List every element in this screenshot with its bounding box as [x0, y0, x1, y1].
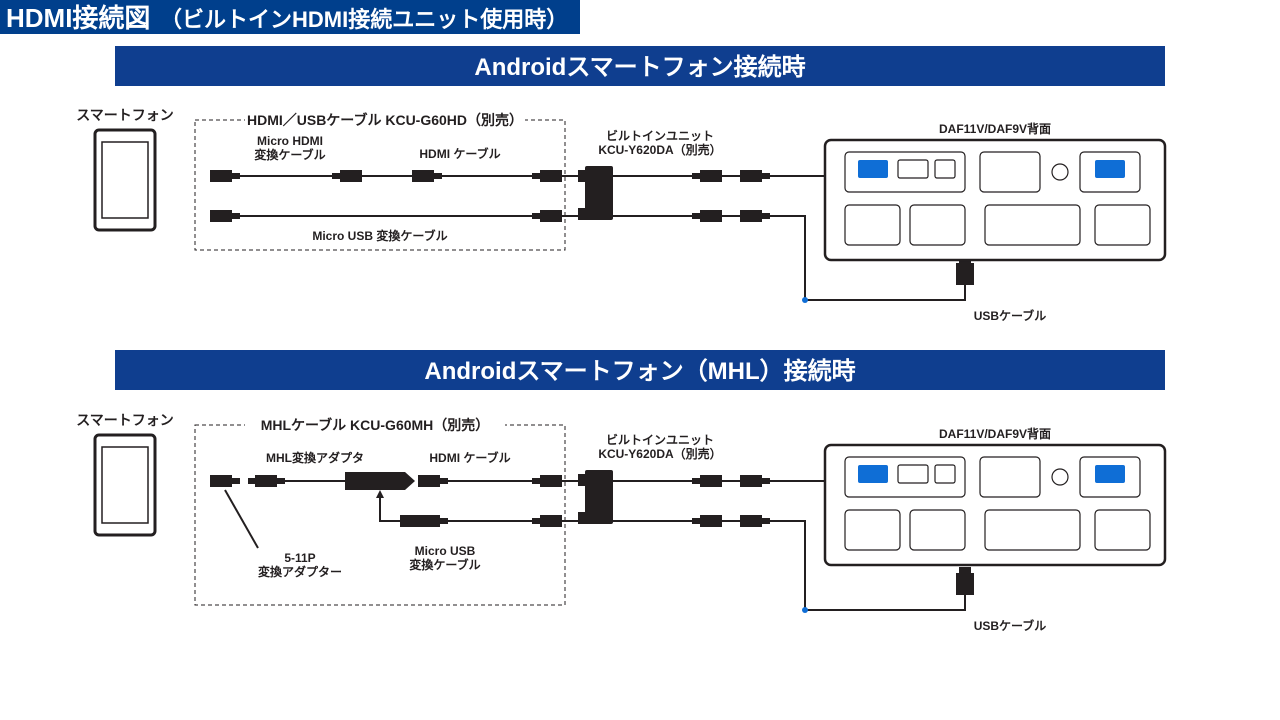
s1-usb-label: USBケーブル: [974, 308, 1047, 323]
s1-row-hdmi: [210, 170, 562, 182]
s2-usb-label: USBケーブル: [974, 618, 1047, 633]
section1-title: Androidスマートフォン接続時: [474, 53, 805, 81]
s1-cable-kit-label: HDMI／USBケーブル KCU-G60HD（別売）: [247, 112, 523, 128]
s1-hdmi-label: HDMI ケーブル: [419, 146, 500, 161]
s2-builtin-icon: [585, 470, 613, 524]
s1-builtin-icon: [585, 166, 613, 220]
s1-dot-icon: [802, 297, 808, 303]
s1-phone-icon: [95, 130, 155, 230]
s1-builtin-label: ビルトインユニットKCU-Y620DA（別売）: [598, 128, 721, 157]
s2-phone-icon: [95, 435, 155, 535]
s2-hdmi-label: HDMI ケーブル: [429, 450, 510, 465]
s1-micro-hdmi-label: Micro HDMI変換ケーブル: [254, 134, 325, 162]
s2-dot-icon: [802, 607, 808, 613]
s2-builtin-label: ビルトインユニットKCU-Y620DA（別売）: [598, 432, 721, 461]
s2-device-label: DAF11V/DAF9V背面: [939, 426, 1051, 441]
s2-mhl-label: MHL変換アダプタ: [266, 450, 364, 465]
s2-device-icon: [825, 445, 1165, 565]
s2-smartphone-label: スマートフォン: [76, 412, 174, 428]
section2-title: Androidスマートフォン（MHL）接続時: [424, 357, 855, 385]
s2-row-hdmi: [210, 472, 562, 490]
s1-device-label: DAF11V/DAF9V背面: [939, 121, 1051, 136]
s1-phone-screen: [102, 142, 148, 218]
s2-511-label: 5-11P変換アダプター: [258, 551, 342, 579]
s2-cable-kit-label: MHLケーブル KCU-G60MH（別売）: [261, 417, 490, 433]
s2-511-leader: [225, 490, 258, 548]
s1-micro-usb-label: Micro USB 変換ケーブル: [312, 228, 447, 243]
page-title-main: HDMI接続図: [6, 3, 150, 33]
s1-smartphone-label: スマートフォン: [76, 107, 174, 123]
s2-micro-usb-label: Micro USB変換ケーブル: [409, 544, 480, 572]
s1-device-icon: [825, 140, 1165, 260]
page-title-sub: （ビルトインHDMI接続ユニット使用時）: [160, 7, 568, 32]
s2-row-usb: [376, 490, 562, 527]
s2-phone-screen: [102, 447, 148, 523]
s1-row-usb: [210, 210, 562, 222]
